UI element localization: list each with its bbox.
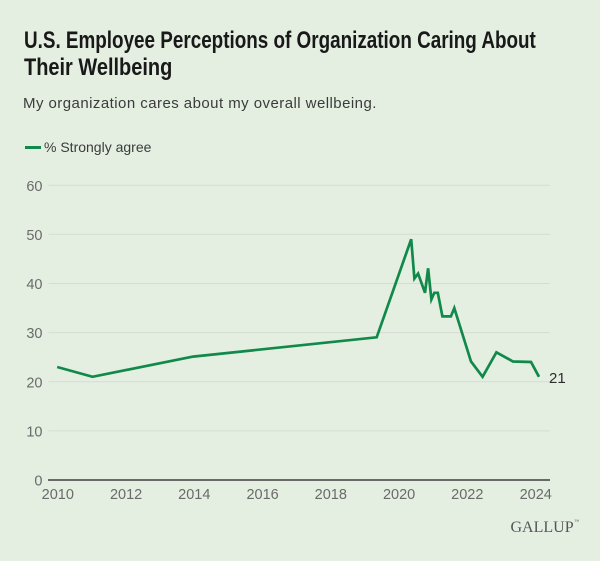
svg-text:50: 50 xyxy=(26,228,42,244)
svg-text:2020: 2020 xyxy=(383,487,415,503)
svg-text:2022: 2022 xyxy=(451,487,483,503)
svg-text:40: 40 xyxy=(26,277,42,293)
svg-text:21: 21 xyxy=(549,370,566,387)
svg-text:2012: 2012 xyxy=(110,487,142,503)
svg-text:2010: 2010 xyxy=(42,487,74,503)
svg-text:2014: 2014 xyxy=(178,487,210,503)
svg-text:10: 10 xyxy=(26,425,42,441)
svg-text:60: 60 xyxy=(26,179,42,195)
svg-text:2024: 2024 xyxy=(520,487,552,503)
svg-text:30: 30 xyxy=(26,326,42,342)
svg-text:20: 20 xyxy=(26,375,42,391)
svg-text:2016: 2016 xyxy=(246,487,278,503)
svg-text:0: 0 xyxy=(34,474,42,490)
svg-text:2018: 2018 xyxy=(315,487,347,503)
